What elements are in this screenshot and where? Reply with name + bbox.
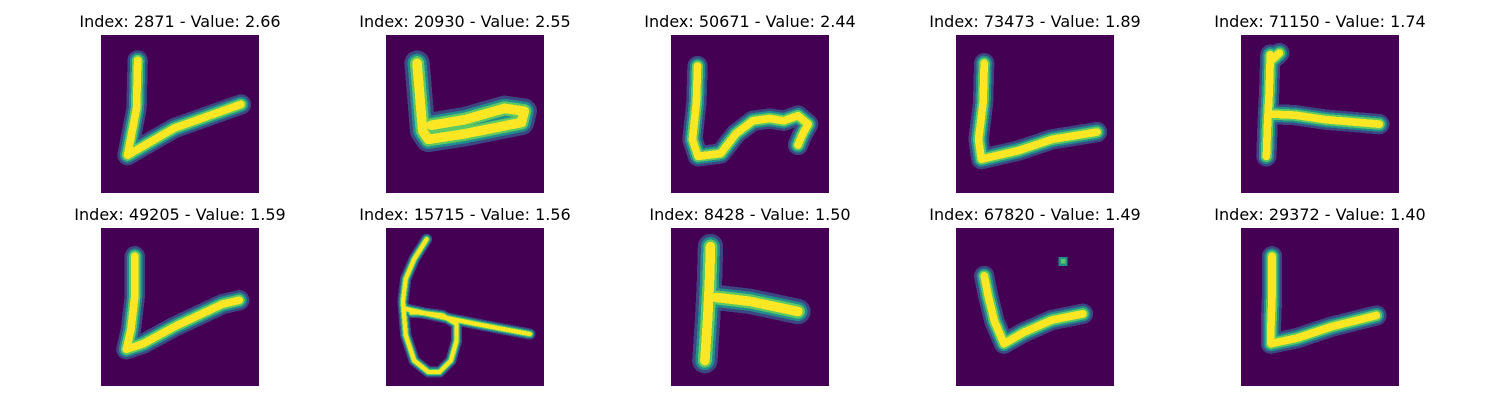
digit-image <box>386 35 544 193</box>
panel-title: Index: 20930 - Value: 2.55 <box>325 12 605 32</box>
panel-5: Index: 71150 - Value: 1.74 <box>1180 12 1460 192</box>
panel-1: Index: 2871 - Value: 2.66 <box>40 12 320 192</box>
panel-7: Index: 15715 - Value: 1.56 <box>325 205 605 385</box>
panel-2: Index: 20930 - Value: 2.55 <box>325 12 605 192</box>
digit-image <box>956 228 1114 386</box>
digit-image <box>1241 35 1399 193</box>
panel-title: Index: 50671 - Value: 2.44 <box>610 12 890 32</box>
panel-9: Index: 67820 - Value: 1.49 <box>895 205 1175 385</box>
digit-image <box>956 35 1114 193</box>
panel-3: Index: 50671 - Value: 2.44 <box>610 12 890 192</box>
panel-title: Index: 8428 - Value: 1.50 <box>610 205 890 225</box>
panel-4: Index: 73473 - Value: 1.89 <box>895 12 1175 192</box>
panel-title: Index: 67820 - Value: 1.49 <box>895 205 1175 225</box>
digit-image <box>671 228 829 386</box>
panel-title: Index: 71150 - Value: 1.74 <box>1180 12 1460 32</box>
panel-title: Index: 29372 - Value: 1.40 <box>1180 205 1460 225</box>
panel-8: Index: 8428 - Value: 1.50 <box>610 205 890 385</box>
panel-title: Index: 73473 - Value: 1.89 <box>895 12 1175 32</box>
panel-title: Index: 2871 - Value: 2.66 <box>40 12 320 32</box>
panel-10: Index: 29372 - Value: 1.40 <box>1180 205 1460 385</box>
digit-image <box>101 228 259 386</box>
digit-image <box>386 228 544 386</box>
digit-image <box>1241 228 1399 386</box>
panel-6: Index: 49205 - Value: 1.59 <box>40 205 320 385</box>
panel-title: Index: 49205 - Value: 1.59 <box>40 205 320 225</box>
digit-image <box>101 35 259 193</box>
digit-image <box>671 35 829 193</box>
panel-title: Index: 15715 - Value: 1.56 <box>325 205 605 225</box>
